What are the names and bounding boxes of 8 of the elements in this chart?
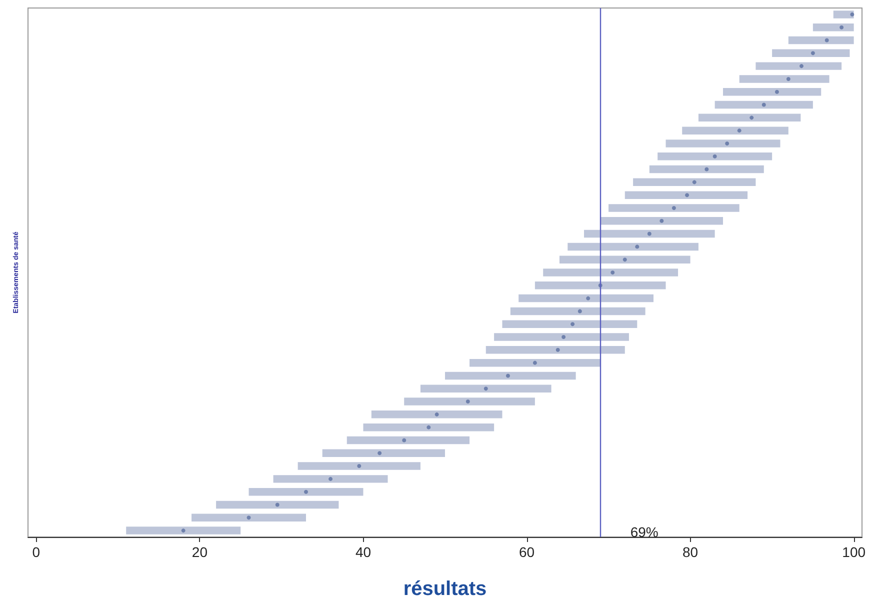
x-tick-label: 60 [518, 544, 535, 560]
x-axis-title: résultats [403, 578, 487, 600]
x-tick-label: 40 [355, 544, 372, 560]
x-tick-label: 20 [192, 544, 208, 560]
x-tick-label: 0 [32, 544, 40, 560]
x-tick-label: 80 [682, 544, 698, 560]
ref-line-label: 69% [630, 524, 658, 540]
x-tick-label: 100 [842, 544, 866, 560]
